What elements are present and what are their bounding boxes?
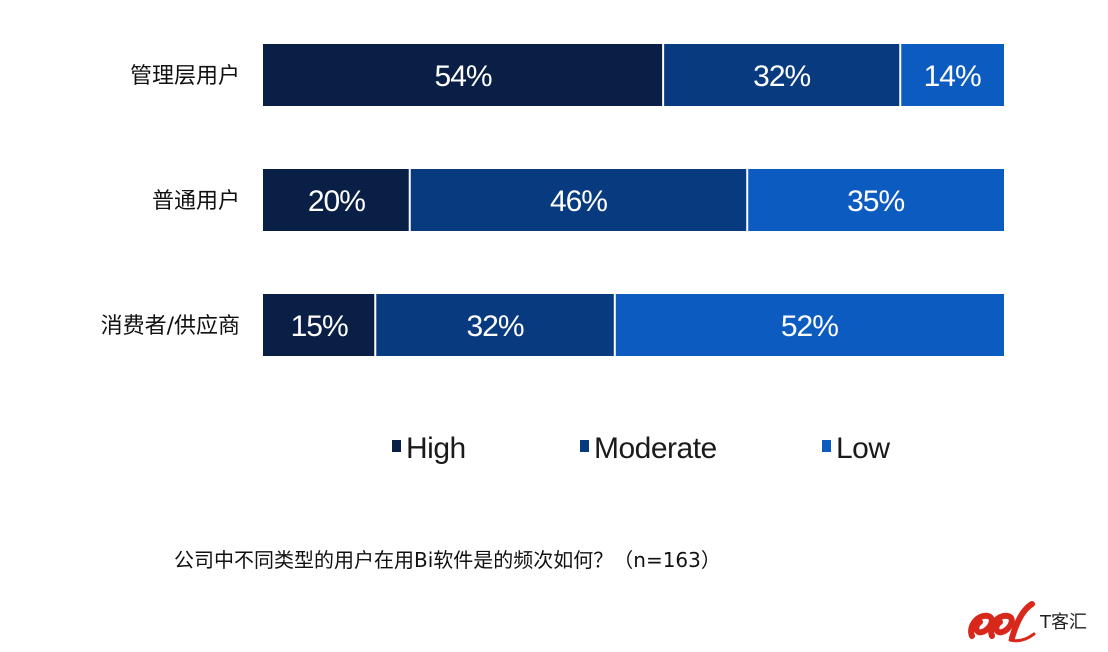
bar-segment-high xyxy=(263,294,376,356)
data-label: 32% xyxy=(753,60,810,93)
bar-segment-high xyxy=(263,169,410,231)
watermark-text: T客汇 xyxy=(1040,612,1087,633)
data-label: 14% xyxy=(924,60,981,93)
data-label: 35% xyxy=(847,185,904,218)
data-label: 20% xyxy=(308,185,365,218)
bar-segment-low xyxy=(900,44,1004,106)
legend-label: Low xyxy=(836,432,890,465)
legend-swatch xyxy=(392,440,401,452)
legend-swatch xyxy=(580,440,589,452)
data-label: 32% xyxy=(467,310,524,343)
data-label: 15% xyxy=(291,310,348,343)
stacked-bar-chart: 管理层用户 54% 32% 14% 普通用户 20% 46% 35% 消费者/供应商 15% 32%… xyxy=(101,44,1004,465)
tkehui-logo-icon xyxy=(968,601,1036,643)
bar-segment-moderate xyxy=(409,169,748,231)
legend-swatch xyxy=(822,440,831,452)
bar-segment-moderate xyxy=(375,294,615,356)
data-label: 54% xyxy=(435,60,492,93)
chart-caption: 公司中不同类型的用户在用Bi软件是的频次如何？（n=163） xyxy=(174,548,721,572)
legend-label: High xyxy=(406,432,466,465)
bar-segment-low xyxy=(747,169,1004,231)
category-label: 管理层用户 xyxy=(130,64,240,89)
bar-segment-moderate xyxy=(663,44,901,106)
data-label: 52% xyxy=(781,310,838,343)
data-label: 46% xyxy=(550,185,607,218)
bar-segment-low xyxy=(614,294,1004,356)
category-label: 普通用户 xyxy=(152,189,240,214)
legend-label: Moderate xyxy=(594,432,717,465)
watermark: T客汇 xyxy=(966,596,1102,646)
bar-segment-high xyxy=(263,44,664,106)
category-label: 消费者/供应商 xyxy=(101,314,240,339)
